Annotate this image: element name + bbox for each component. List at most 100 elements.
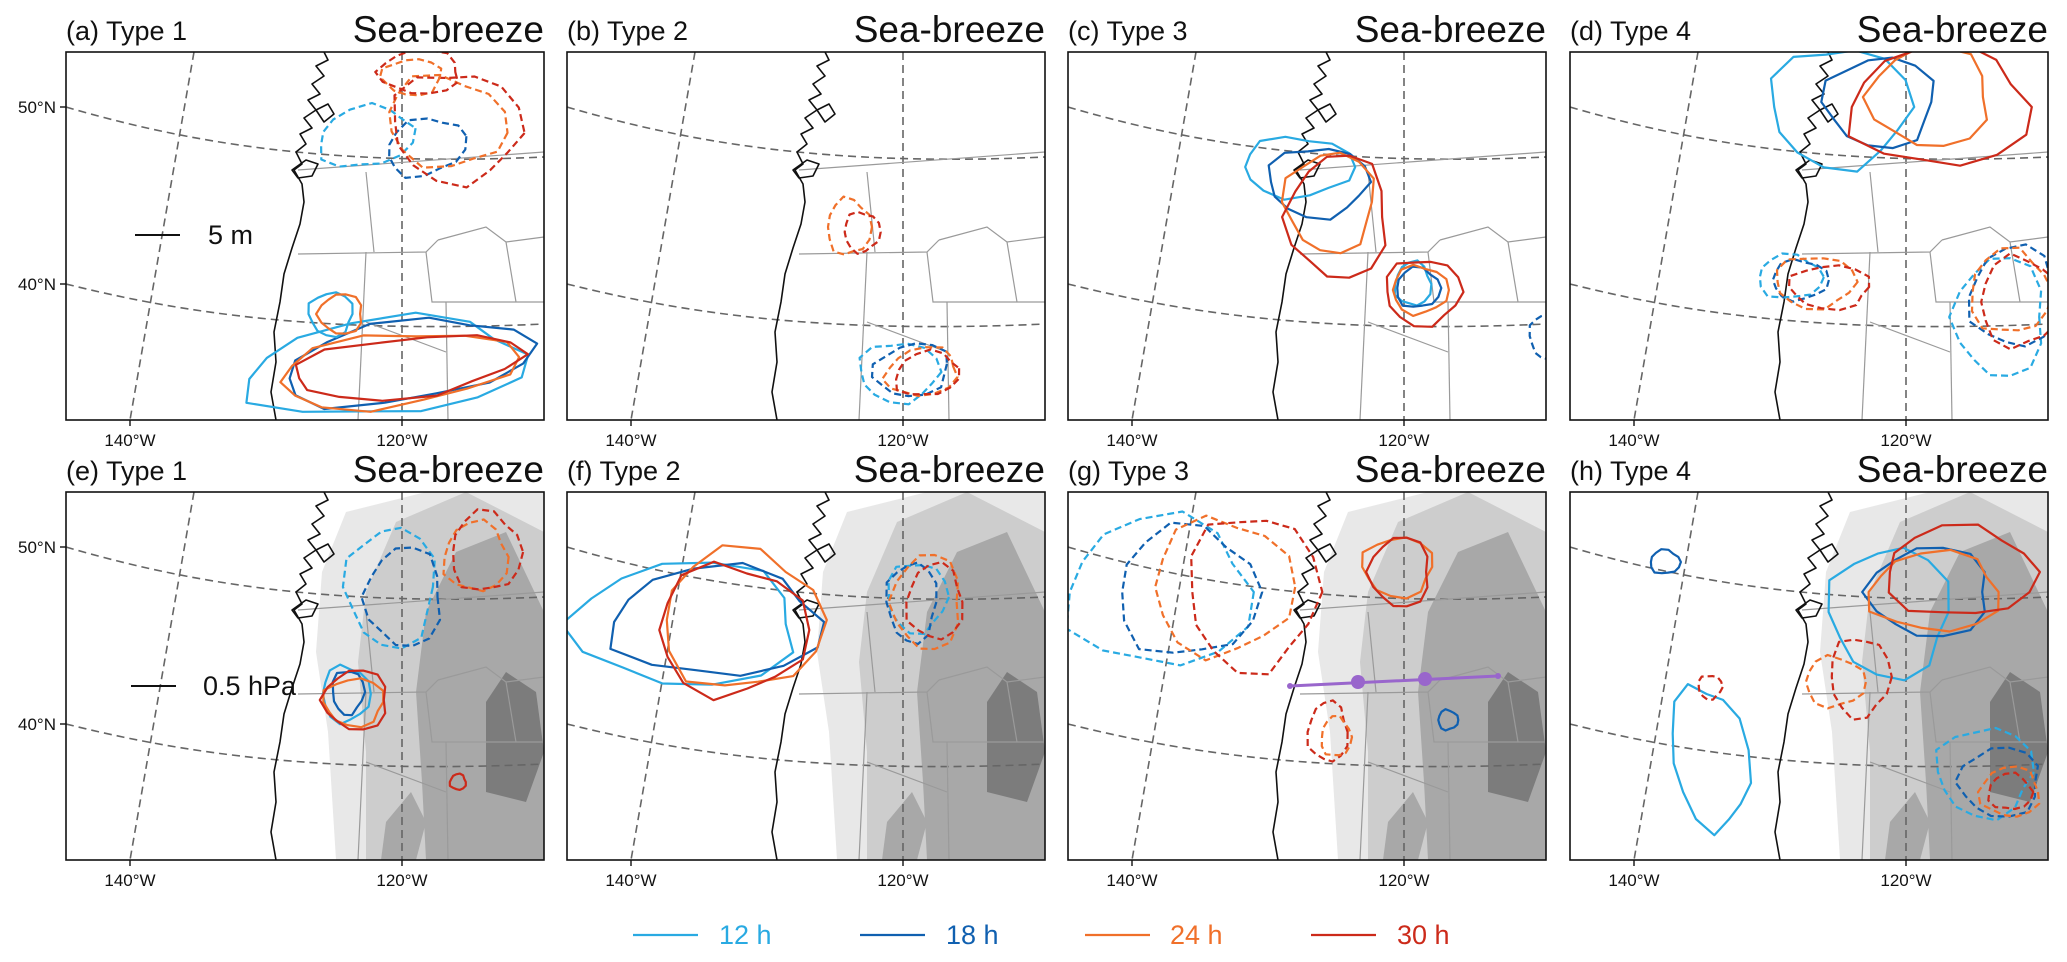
graticule-line (630, 492, 696, 860)
contour-negative (341, 526, 436, 650)
lon-tick-label: 120°W (1378, 431, 1429, 450)
map-panel-d: (d) Type 4 Sea-breeze 140°W 120°W (1569, 9, 2049, 450)
contour-positive (1437, 708, 1460, 732)
state-border (437, 226, 544, 243)
coastline (1774, 492, 1833, 860)
panel-title: Sea-breeze (1355, 9, 1546, 50)
legend-label: 24 h (1170, 920, 1223, 950)
state-border (365, 611, 375, 693)
contour-positive (609, 561, 826, 677)
graticule-line (1570, 546, 2048, 600)
graticule-line (1068, 106, 1546, 160)
contour-negative (1154, 514, 1297, 662)
map-area (567, 52, 1045, 420)
panel-title: Sea-breeze (1857, 449, 2048, 490)
island-outline (315, 543, 335, 563)
contour-negative (388, 117, 468, 179)
contour-negative (895, 348, 961, 396)
state-border (1427, 691, 1546, 743)
contour-positive (1847, 52, 2033, 167)
contour-negative (1306, 699, 1349, 763)
panel-label: (a) Type 1 (66, 16, 187, 46)
state-border (1439, 226, 1546, 243)
island-outline (291, 159, 319, 179)
terrain-shading (1885, 792, 1930, 860)
contour-negative (1970, 246, 2048, 332)
lon-tick-label: 140°W (1106, 431, 1157, 450)
contour-negative (1830, 638, 1893, 721)
contour-negative (1697, 675, 1724, 701)
graticule-line (567, 283, 1045, 328)
state-border (1869, 761, 1951, 793)
map-panel-f: (f) Type 2 Sea-breeze 140°W 120°W (566, 449, 1046, 890)
state-border (425, 691, 544, 743)
state-border (1929, 251, 2048, 303)
state-border (858, 251, 868, 420)
coastline (1272, 492, 1331, 860)
lon-tick-label: 120°W (1880, 871, 1931, 890)
contour-positive (294, 334, 529, 402)
contour-positive (1887, 523, 2041, 615)
state-border (946, 301, 950, 420)
contour-negative (1948, 257, 2043, 377)
state-border (1299, 239, 1441, 255)
contour-positive (1281, 154, 1387, 279)
state-border (866, 761, 948, 793)
lon-tick-label: 120°W (1378, 871, 1429, 890)
cross-section-point (1351, 675, 1365, 689)
state-border (866, 171, 876, 253)
state-border (1801, 591, 2048, 611)
graticule-line (1131, 52, 1197, 420)
state-border (938, 666, 1045, 683)
graticule-line (1131, 492, 1197, 860)
state-border (866, 611, 876, 693)
state-border (1359, 251, 1369, 420)
state-border (365, 171, 375, 253)
contour-positive (1867, 548, 2000, 633)
state-border (858, 691, 868, 860)
state-border (1359, 691, 1369, 860)
contour-positive (1649, 548, 1682, 575)
panel-frame (1067, 491, 1547, 861)
lon-tick-label: 140°W (1608, 871, 1659, 890)
graticule-line (1068, 283, 1546, 328)
contour-positive (1280, 151, 1375, 255)
contour-negative (442, 518, 510, 593)
state-border (425, 251, 544, 303)
contour-negative (1954, 746, 2039, 818)
lon-tick-label: 140°W (605, 431, 656, 450)
contour-positive (318, 669, 387, 731)
panel-title: Sea-breeze (1355, 449, 1546, 490)
graticule-line (66, 106, 544, 160)
contour-positive (1385, 260, 1465, 328)
coastline (270, 52, 329, 420)
contour-negative (1771, 257, 1830, 303)
contour-positive (1671, 683, 1753, 837)
cross-section-point (1495, 673, 1501, 679)
state-border (2009, 681, 2021, 743)
contour-positive (1396, 265, 1443, 308)
state-border (1006, 681, 1018, 743)
state-border (297, 151, 544, 171)
lat-tick-label: 40°N (18, 275, 56, 294)
panel-frame (566, 491, 1046, 861)
island-outline (1819, 103, 1839, 123)
graticule-line (1570, 106, 2048, 160)
panel-title: Sea-breeze (854, 9, 1045, 50)
state-border (437, 666, 544, 683)
panel-label: (h) Type 4 (1570, 456, 1691, 486)
legend-item-30h: 30 h (1311, 920, 1450, 950)
contour-positive (1244, 135, 1357, 201)
contour-negative (360, 546, 442, 647)
state-border (946, 741, 950, 860)
contour-positive (665, 544, 828, 687)
state-border (866, 321, 948, 353)
legend-item-12h: 12 h (633, 920, 772, 950)
graticule-line (129, 492, 195, 860)
state-border (1447, 741, 1451, 860)
state-border (1299, 591, 1546, 611)
map-panel-g: (g) Type 3 Sea-breeze 140°W 120°W (1067, 449, 1547, 890)
lon-tick-label: 120°W (877, 431, 928, 450)
panel-frame (65, 51, 545, 421)
map-area (1570, 52, 2048, 420)
